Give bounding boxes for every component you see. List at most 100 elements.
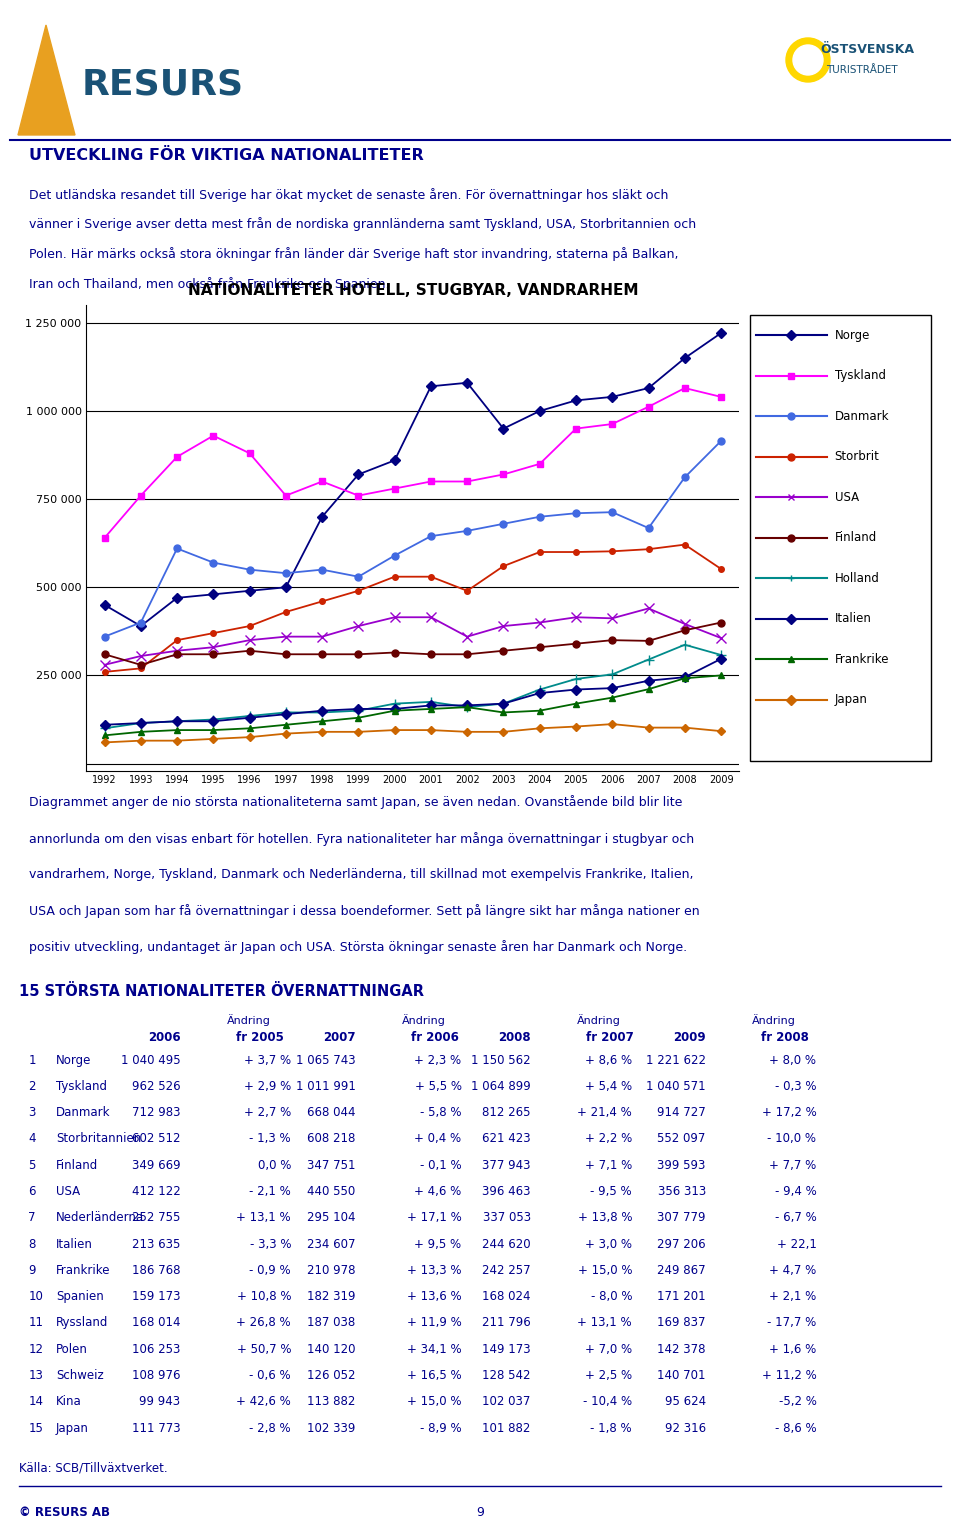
Text: Holland: Holland [834, 572, 879, 584]
Text: Ryssland: Ryssland [56, 1317, 108, 1329]
Text: - 10,0 %: - 10,0 % [767, 1132, 816, 1146]
Text: -5,2 %: -5,2 % [779, 1395, 816, 1408]
Text: 608 218: 608 218 [307, 1132, 355, 1146]
Text: 399 593: 399 593 [658, 1158, 706, 1172]
Text: 111 773: 111 773 [132, 1422, 180, 1434]
Text: Japan: Japan [834, 693, 868, 707]
Text: 128 542: 128 542 [482, 1369, 531, 1383]
Text: - 0,9 %: - 0,9 % [250, 1264, 291, 1277]
Text: Norge: Norge [834, 330, 870, 342]
Text: + 7,1 %: + 7,1 % [585, 1158, 632, 1172]
Text: 140 701: 140 701 [658, 1369, 706, 1383]
Text: - 1,8 %: - 1,8 % [590, 1422, 632, 1434]
Text: 15: 15 [29, 1422, 43, 1434]
Text: 349 669: 349 669 [132, 1158, 180, 1172]
Text: Frankrike: Frankrike [56, 1264, 110, 1277]
Text: fr 2005: fr 2005 [236, 1032, 283, 1044]
Text: - 8,0 %: - 8,0 % [590, 1289, 632, 1303]
Text: 10: 10 [29, 1289, 43, 1303]
Text: Tyskland: Tyskland [834, 369, 885, 383]
Text: + 16,5 %: + 16,5 % [407, 1369, 462, 1383]
Text: Schweiz: Schweiz [56, 1369, 104, 1383]
Text: 159 173: 159 173 [132, 1289, 180, 1303]
Text: 2009: 2009 [673, 1032, 706, 1044]
Text: + 13,8 %: + 13,8 % [578, 1212, 632, 1224]
Text: 252 755: 252 755 [132, 1212, 180, 1224]
Text: + 11,9 %: + 11,9 % [407, 1317, 462, 1329]
Text: Det utländska resandet till Sverige har ökat mycket de senaste åren. För övernat: Det utländska resandet till Sverige har … [29, 188, 668, 201]
Text: 914 727: 914 727 [657, 1106, 706, 1119]
Text: USA: USA [56, 1184, 81, 1198]
Text: 1 064 899: 1 064 899 [471, 1080, 531, 1093]
Title: NATIONALITETER HOTELL, STUGBYAR, VANDRARHEM: NATIONALITETER HOTELL, STUGBYAR, VANDRAR… [187, 284, 638, 299]
Text: 1 040 495: 1 040 495 [121, 1053, 180, 1067]
Text: positiv utveckling, undantaget är Japan och USA. Största ökningar senaste åren h: positiv utveckling, undantaget är Japan … [29, 940, 687, 954]
Text: - 2,1 %: - 2,1 % [250, 1184, 291, 1198]
Text: 168 024: 168 024 [482, 1289, 531, 1303]
Text: 356 313: 356 313 [658, 1184, 706, 1198]
Text: 211 796: 211 796 [482, 1317, 531, 1329]
Text: + 2,3 %: + 2,3 % [415, 1053, 462, 1067]
Text: 3: 3 [29, 1106, 36, 1119]
Text: + 2,7 %: + 2,7 % [244, 1106, 291, 1119]
Text: 2007: 2007 [324, 1032, 355, 1044]
Text: 13: 13 [29, 1369, 43, 1383]
Text: 213 635: 213 635 [132, 1238, 180, 1250]
Text: + 4,6 %: + 4,6 % [415, 1184, 462, 1198]
Text: + 50,7 %: + 50,7 % [236, 1343, 291, 1355]
Text: - 10,4 %: - 10,4 % [583, 1395, 632, 1408]
Text: 126 052: 126 052 [307, 1369, 355, 1383]
Text: Finland: Finland [834, 531, 876, 545]
Text: Danmark: Danmark [834, 410, 889, 423]
Text: 9: 9 [29, 1264, 36, 1277]
Text: 8: 8 [29, 1238, 36, 1250]
Text: 11: 11 [29, 1317, 43, 1329]
Text: 2006: 2006 [148, 1032, 180, 1044]
Text: TURISTRÅDET: TURISTRÅDET [826, 66, 898, 75]
Text: 244 620: 244 620 [482, 1238, 531, 1250]
Text: Ändring: Ändring [577, 1013, 621, 1025]
Text: + 5,4 %: + 5,4 % [585, 1080, 632, 1093]
Text: 169 837: 169 837 [658, 1317, 706, 1329]
Text: + 22,1: + 22,1 [777, 1238, 816, 1250]
Text: + 2,5 %: + 2,5 % [585, 1369, 632, 1383]
Text: annorlunda om den visas enbart för hotellen. Fyra nationaliteter har många övern: annorlunda om den visas enbart för hotel… [29, 832, 694, 845]
Text: 396 463: 396 463 [482, 1184, 531, 1198]
Text: 92 316: 92 316 [664, 1422, 706, 1434]
Text: ÖSTSVENSKA: ÖSTSVENSKA [820, 43, 914, 56]
Text: 552 097: 552 097 [658, 1132, 706, 1146]
Text: 171 201: 171 201 [658, 1289, 706, 1303]
Text: - 8,6 %: - 8,6 % [775, 1422, 816, 1434]
Text: fr 2006: fr 2006 [411, 1032, 459, 1044]
Text: 142 378: 142 378 [658, 1343, 706, 1355]
Text: 1 011 991: 1 011 991 [296, 1080, 355, 1093]
Text: + 42,6 %: + 42,6 % [236, 1395, 291, 1408]
Text: 106 253: 106 253 [132, 1343, 180, 1355]
Text: 1 065 743: 1 065 743 [296, 1053, 355, 1067]
Text: - 2,8 %: - 2,8 % [250, 1422, 291, 1434]
Text: 4: 4 [29, 1132, 36, 1146]
Text: 186 768: 186 768 [132, 1264, 180, 1277]
Text: + 13,1 %: + 13,1 % [577, 1317, 632, 1329]
Text: 440 550: 440 550 [307, 1184, 355, 1198]
Text: 962 526: 962 526 [132, 1080, 180, 1093]
Text: 337 053: 337 053 [483, 1212, 531, 1224]
Text: Kina: Kina [56, 1395, 82, 1408]
Text: + 7,0 %: + 7,0 % [585, 1343, 632, 1355]
Text: + 13,6 %: + 13,6 % [407, 1289, 462, 1303]
Text: 377 943: 377 943 [482, 1158, 531, 1172]
Text: - 3,3 %: - 3,3 % [250, 1238, 291, 1250]
Text: 1 150 562: 1 150 562 [471, 1053, 531, 1067]
Text: + 34,1 %: + 34,1 % [407, 1343, 462, 1355]
Text: + 7,7 %: + 7,7 % [769, 1158, 816, 1172]
Text: Diagrammet anger de nio största nationaliteterna samt Japan, se även nedan. Ovan: Diagrammet anger de nio största national… [29, 795, 683, 809]
Text: + 11,2 %: + 11,2 % [761, 1369, 816, 1383]
Text: 140 120: 140 120 [307, 1343, 355, 1355]
Text: Italien: Italien [834, 612, 872, 626]
Text: 113 882: 113 882 [307, 1395, 355, 1408]
Polygon shape [18, 24, 75, 134]
Text: 297 206: 297 206 [658, 1238, 706, 1250]
Text: 149 173: 149 173 [482, 1343, 531, 1355]
Text: © RESURS AB: © RESURS AB [19, 1506, 110, 1520]
Text: fr 2008: fr 2008 [761, 1032, 809, 1044]
